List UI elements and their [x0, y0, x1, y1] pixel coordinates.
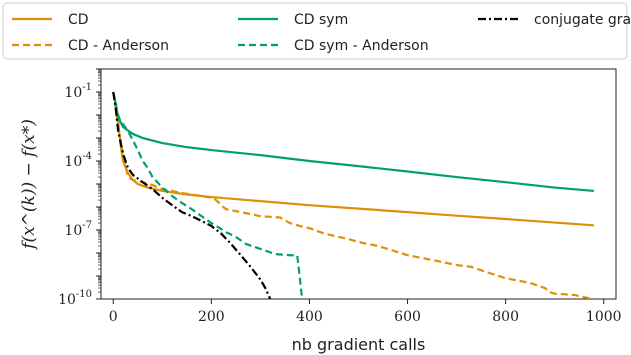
legend-label-1: CD - Anderson	[68, 38, 169, 54]
legend: CD CD - Anderson CD sym CD sym - Anderson co…	[2, 2, 631, 60]
series-line-2	[112, 91, 595, 193]
y-axis-label-text: f(x^(k)) − f(x*)	[19, 119, 39, 251]
legend-label-0: CD	[68, 12, 89, 28]
legend-label-2: CD sym	[294, 12, 348, 28]
series-line-3	[112, 91, 304, 299]
x-tick-label: 400	[296, 309, 323, 325]
y-axis-label: f(x^(k)) − f(x*)	[19, 119, 39, 251]
x-tick-label: 800	[492, 309, 519, 325]
legend-label-3: CD sym - Anderson	[294, 38, 429, 54]
plot-area	[100, 68, 617, 300]
x-tick-label: 200	[198, 309, 225, 325]
y-axis: 10-10 10-7 10-4 10-1	[58, 68, 101, 308]
legend-label-4: conjugate grad.	[534, 12, 631, 28]
y-tick-label: 10-7	[64, 220, 92, 239]
y-tick-label: 10-10	[58, 289, 92, 308]
plot-frame	[100, 68, 617, 300]
x-tick-label: 1000	[586, 309, 622, 325]
x-axis: 0 200 400 600 800 1000	[109, 299, 622, 325]
x-tick-label: 600	[394, 309, 421, 325]
series-line-4	[112, 91, 272, 299]
series-line-1	[112, 91, 595, 299]
x-tick-label: 0	[109, 309, 118, 325]
legend-box	[2, 2, 628, 60]
y-tick-label: 10-4	[64, 151, 92, 170]
x-axis-label: nb gradient calls	[292, 335, 426, 354]
y-tick-label: 10-1	[64, 82, 92, 101]
